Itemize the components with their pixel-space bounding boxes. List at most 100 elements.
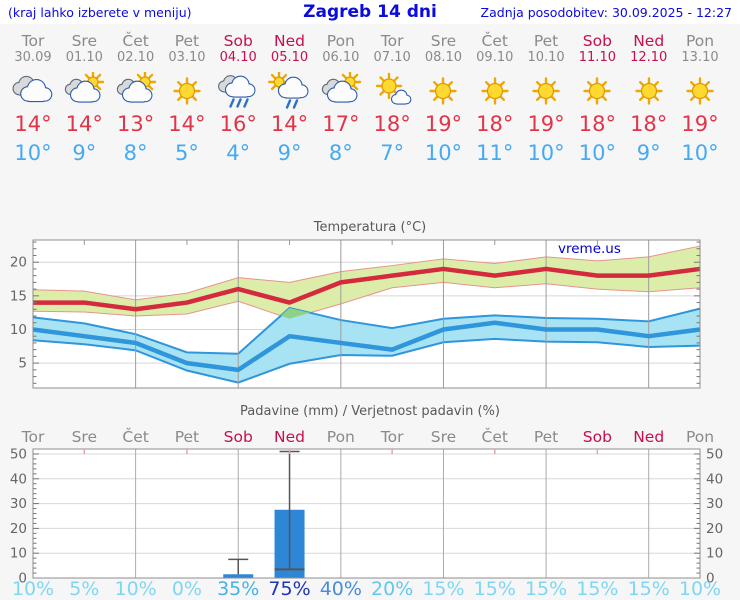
precip-probability-label: 15% [627, 578, 670, 600]
weather-icon-sunny [532, 77, 560, 105]
svg-text:15: 15 [10, 288, 27, 304]
temp-min: 10° [424, 141, 463, 165]
svg-text:0: 0 [18, 571, 27, 587]
svg-text:5: 5 [18, 356, 27, 372]
temp-min: 5° [174, 141, 199, 165]
weather-icon-rain [218, 75, 256, 108]
day-icon-slot [627, 72, 671, 114]
weather-icon-sunny [481, 77, 509, 105]
precip-probability-label: 15% [576, 578, 619, 600]
svg-text:30: 30 [10, 496, 27, 512]
precip-day-label: Čet [122, 428, 149, 446]
temp-min: 10° [527, 141, 565, 165]
day-column: Čet 09.10 18° 11° [469, 24, 521, 170]
day-column: Tor 30.09 14° 10° [7, 24, 59, 170]
weather-icon-partly-cloudy [321, 70, 362, 103]
day-icon-slot [114, 70, 158, 114]
precip-day-label: Sob [223, 428, 253, 446]
temp-max: 18° [476, 112, 514, 136]
precip-probability-label: 15% [422, 578, 465, 600]
day-icon-slot [575, 72, 619, 114]
temp-min: 8° [123, 141, 148, 165]
day-icon-slot [267, 70, 312, 114]
temp-max: 14° [65, 112, 103, 136]
day-name: Čet [481, 32, 508, 50]
temp-max: 16° [219, 112, 257, 136]
temp-max: 19° [681, 112, 719, 136]
temp-min: 10° [681, 141, 719, 165]
day-column: Pet 03.10 14° 5° [161, 24, 213, 170]
weather-icon-sunny [429, 77, 458, 105]
day-column: Pon 13.10 19° 10° [674, 24, 726, 170]
day-date: 04.10 [219, 50, 257, 65]
header: (kraj lahko izberete v meniju) Zagreb 14… [0, 0, 740, 24]
precipitation-chart: 0 0 10 10 20 20 30 30 40 40 50 50 [10, 446, 723, 587]
temp-min: 10° [14, 141, 52, 165]
temp-min: 9° [636, 141, 661, 165]
temperature-chart: 5 10 15 20 [10, 239, 701, 389]
day-icon-slot [421, 72, 465, 114]
day-column: Tor 07.10 18° 7° [366, 24, 418, 170]
precip-probability-label: 0% [171, 578, 202, 600]
day-icon-slot [62, 70, 106, 114]
weather-icon-cloudy [12, 75, 53, 103]
weather-icon-sun-shower [267, 70, 309, 109]
day-date: 09.10 [476, 50, 514, 65]
precip-day-label: Pet [174, 428, 200, 446]
day-name: Pet [533, 32, 559, 50]
day-date: 13.10 [681, 50, 719, 65]
day-icon-slot [11, 72, 55, 114]
precip-probability-label: 5% [69, 578, 100, 600]
precip-day-label: Pon [326, 428, 355, 446]
day-name: Sob [582, 32, 612, 50]
temp-max: 17° [322, 112, 360, 136]
day-name: Sre [430, 32, 457, 50]
page-title: Zagreb 14 dni [303, 2, 437, 22]
temp-min: 4° [226, 141, 251, 165]
svg-text:20: 20 [706, 521, 723, 537]
day-icon-slot [678, 72, 722, 114]
day-name: Sob [223, 32, 253, 50]
day-icon-slot [216, 72, 260, 114]
day-date: 30.09 [14, 50, 52, 65]
forecast-panel: Tor 30.09 14° 10° Sre 01.10 14° 9° Čet 02.10 13° 8°… [0, 24, 740, 172]
day-name: Ned [633, 32, 665, 50]
precip-chart-title: Padavine (mm) / Verjetnost padavin (%) [240, 404, 500, 419]
weather-icon-mostly-sunny [375, 72, 412, 105]
day-date: 05.10 [270, 50, 309, 65]
watermark-link[interactable]: vreme.us [558, 241, 621, 257]
precip-day-label: Ned [633, 428, 665, 446]
day-name: Čet [122, 32, 149, 50]
day-name: Sre [71, 32, 97, 50]
precip-day-label: Sre [71, 428, 97, 446]
precip-probability-label: 75% [268, 578, 311, 600]
svg-text:40: 40 [10, 471, 27, 487]
day-date: 07.10 [373, 50, 411, 65]
precip-day-label: Pon [685, 428, 715, 446]
day-name: Tor [380, 32, 404, 50]
day-date: 11.10 [578, 50, 616, 65]
precip-probability-label: 15% [473, 578, 516, 600]
day-column: Pet 10.10 19° 10° [520, 24, 572, 170]
temp-max: 18° [578, 112, 616, 136]
precip-probability-label: 10% [11, 578, 55, 600]
precip-probability-label: 10% [114, 578, 157, 600]
precip-day-label: Tor [21, 428, 45, 446]
temp-max: 18° [373, 112, 411, 136]
precip-day-label: Sob [582, 428, 612, 446]
temp-max: 18° [630, 112, 668, 136]
svg-text:30: 30 [706, 496, 723, 512]
day-date: 06.10 [322, 50, 360, 65]
day-column: Sob 11.10 18° 10° [571, 24, 623, 170]
day-icon-slot [473, 72, 517, 114]
weather-icon-sunny [583, 77, 612, 105]
precip-probability-label: 15% [524, 578, 568, 600]
day-date: 08.10 [424, 50, 463, 65]
day-icon-slot [319, 70, 363, 114]
day-icon-slot [165, 72, 209, 114]
temp-chart-title: Temperatura (°C) [313, 220, 427, 235]
last-update: Zadnja posodobitev: 30.09.2025 - 12:27 [480, 5, 732, 20]
day-column: Sob 04.10 16° 4° [212, 24, 264, 170]
precip-day-label: Čet [481, 428, 508, 446]
